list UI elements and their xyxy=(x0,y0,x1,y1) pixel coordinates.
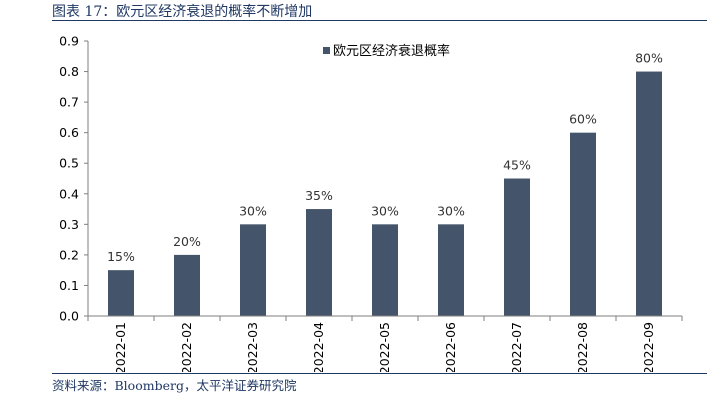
bar xyxy=(240,224,266,316)
bar xyxy=(570,132,596,316)
data-label: 80% xyxy=(635,51,663,66)
bar xyxy=(636,71,662,316)
bar xyxy=(108,270,134,316)
title-rule xyxy=(52,20,707,21)
data-label: 15% xyxy=(107,249,135,264)
bar-chart: 0.0 0.1 0.2 0.3 0.4 0.5 0.6 0.7 0.8 0.9 15% 20% 30%… xyxy=(59,34,683,372)
bar xyxy=(372,224,398,316)
y-tick-label: 0.2 xyxy=(59,247,79,262)
legend: 欧元区经济衰退概率 xyxy=(323,43,450,59)
y-tick-label: 0.7 xyxy=(59,95,79,110)
y-tick-label: 0.9 xyxy=(59,34,79,49)
x-tick-label: 2022-03 xyxy=(245,322,260,372)
source-rule xyxy=(52,373,707,374)
y-tick-label: 0.8 xyxy=(59,64,79,79)
source-note: 资料来源：Bloomberg，太平洋证券研究院 xyxy=(52,378,297,393)
x-tick-label: 2022-09 xyxy=(641,322,656,372)
y-tick-label: 0.4 xyxy=(59,186,79,201)
x-tick-label: 2022-06 xyxy=(443,322,458,372)
x-tick-label: 2022-02 xyxy=(179,322,194,372)
bar xyxy=(174,254,200,316)
data-label: 30% xyxy=(437,203,465,218)
y-tick-label: 0.1 xyxy=(59,278,79,293)
y-tick-label: 0.0 xyxy=(59,309,79,324)
legend-swatch xyxy=(323,47,330,54)
x-tick-label: 2022-04 xyxy=(311,322,326,372)
data-label: 60% xyxy=(569,112,597,127)
data-label: 30% xyxy=(239,203,267,218)
data-label: 20% xyxy=(173,234,201,249)
data-label: 45% xyxy=(503,158,531,173)
legend-label: 欧元区经济衰退概率 xyxy=(333,43,450,59)
y-tick-label: 0.5 xyxy=(59,156,79,171)
bar xyxy=(438,224,464,316)
data-label: 30% xyxy=(371,203,399,218)
bar xyxy=(306,209,332,316)
bar xyxy=(504,178,530,316)
figure-title: 图表 17：欧元区经济衰退的概率不断增加 xyxy=(52,4,313,20)
bars-group: 15% 20% 30% 35% 30% 30% 45% 60% 80% xyxy=(107,51,663,316)
x-tick-label: 2022-01 xyxy=(113,322,128,372)
y-axis: 0.0 0.1 0.2 0.3 0.4 0.5 0.6 0.7 0.8 0.9 xyxy=(59,34,89,324)
x-axis: 2022-01 2022-02 2022-03 2022-04 2022-05 2022-… xyxy=(87,315,683,372)
x-tick-label: 2022-07 xyxy=(509,322,524,372)
y-tick-label: 0.3 xyxy=(59,217,79,232)
data-label: 35% xyxy=(305,188,333,203)
y-tick-label: 0.6 xyxy=(59,125,79,140)
x-tick-label: 2022-05 xyxy=(377,322,392,372)
x-tick-label: 2022-08 xyxy=(575,322,590,372)
